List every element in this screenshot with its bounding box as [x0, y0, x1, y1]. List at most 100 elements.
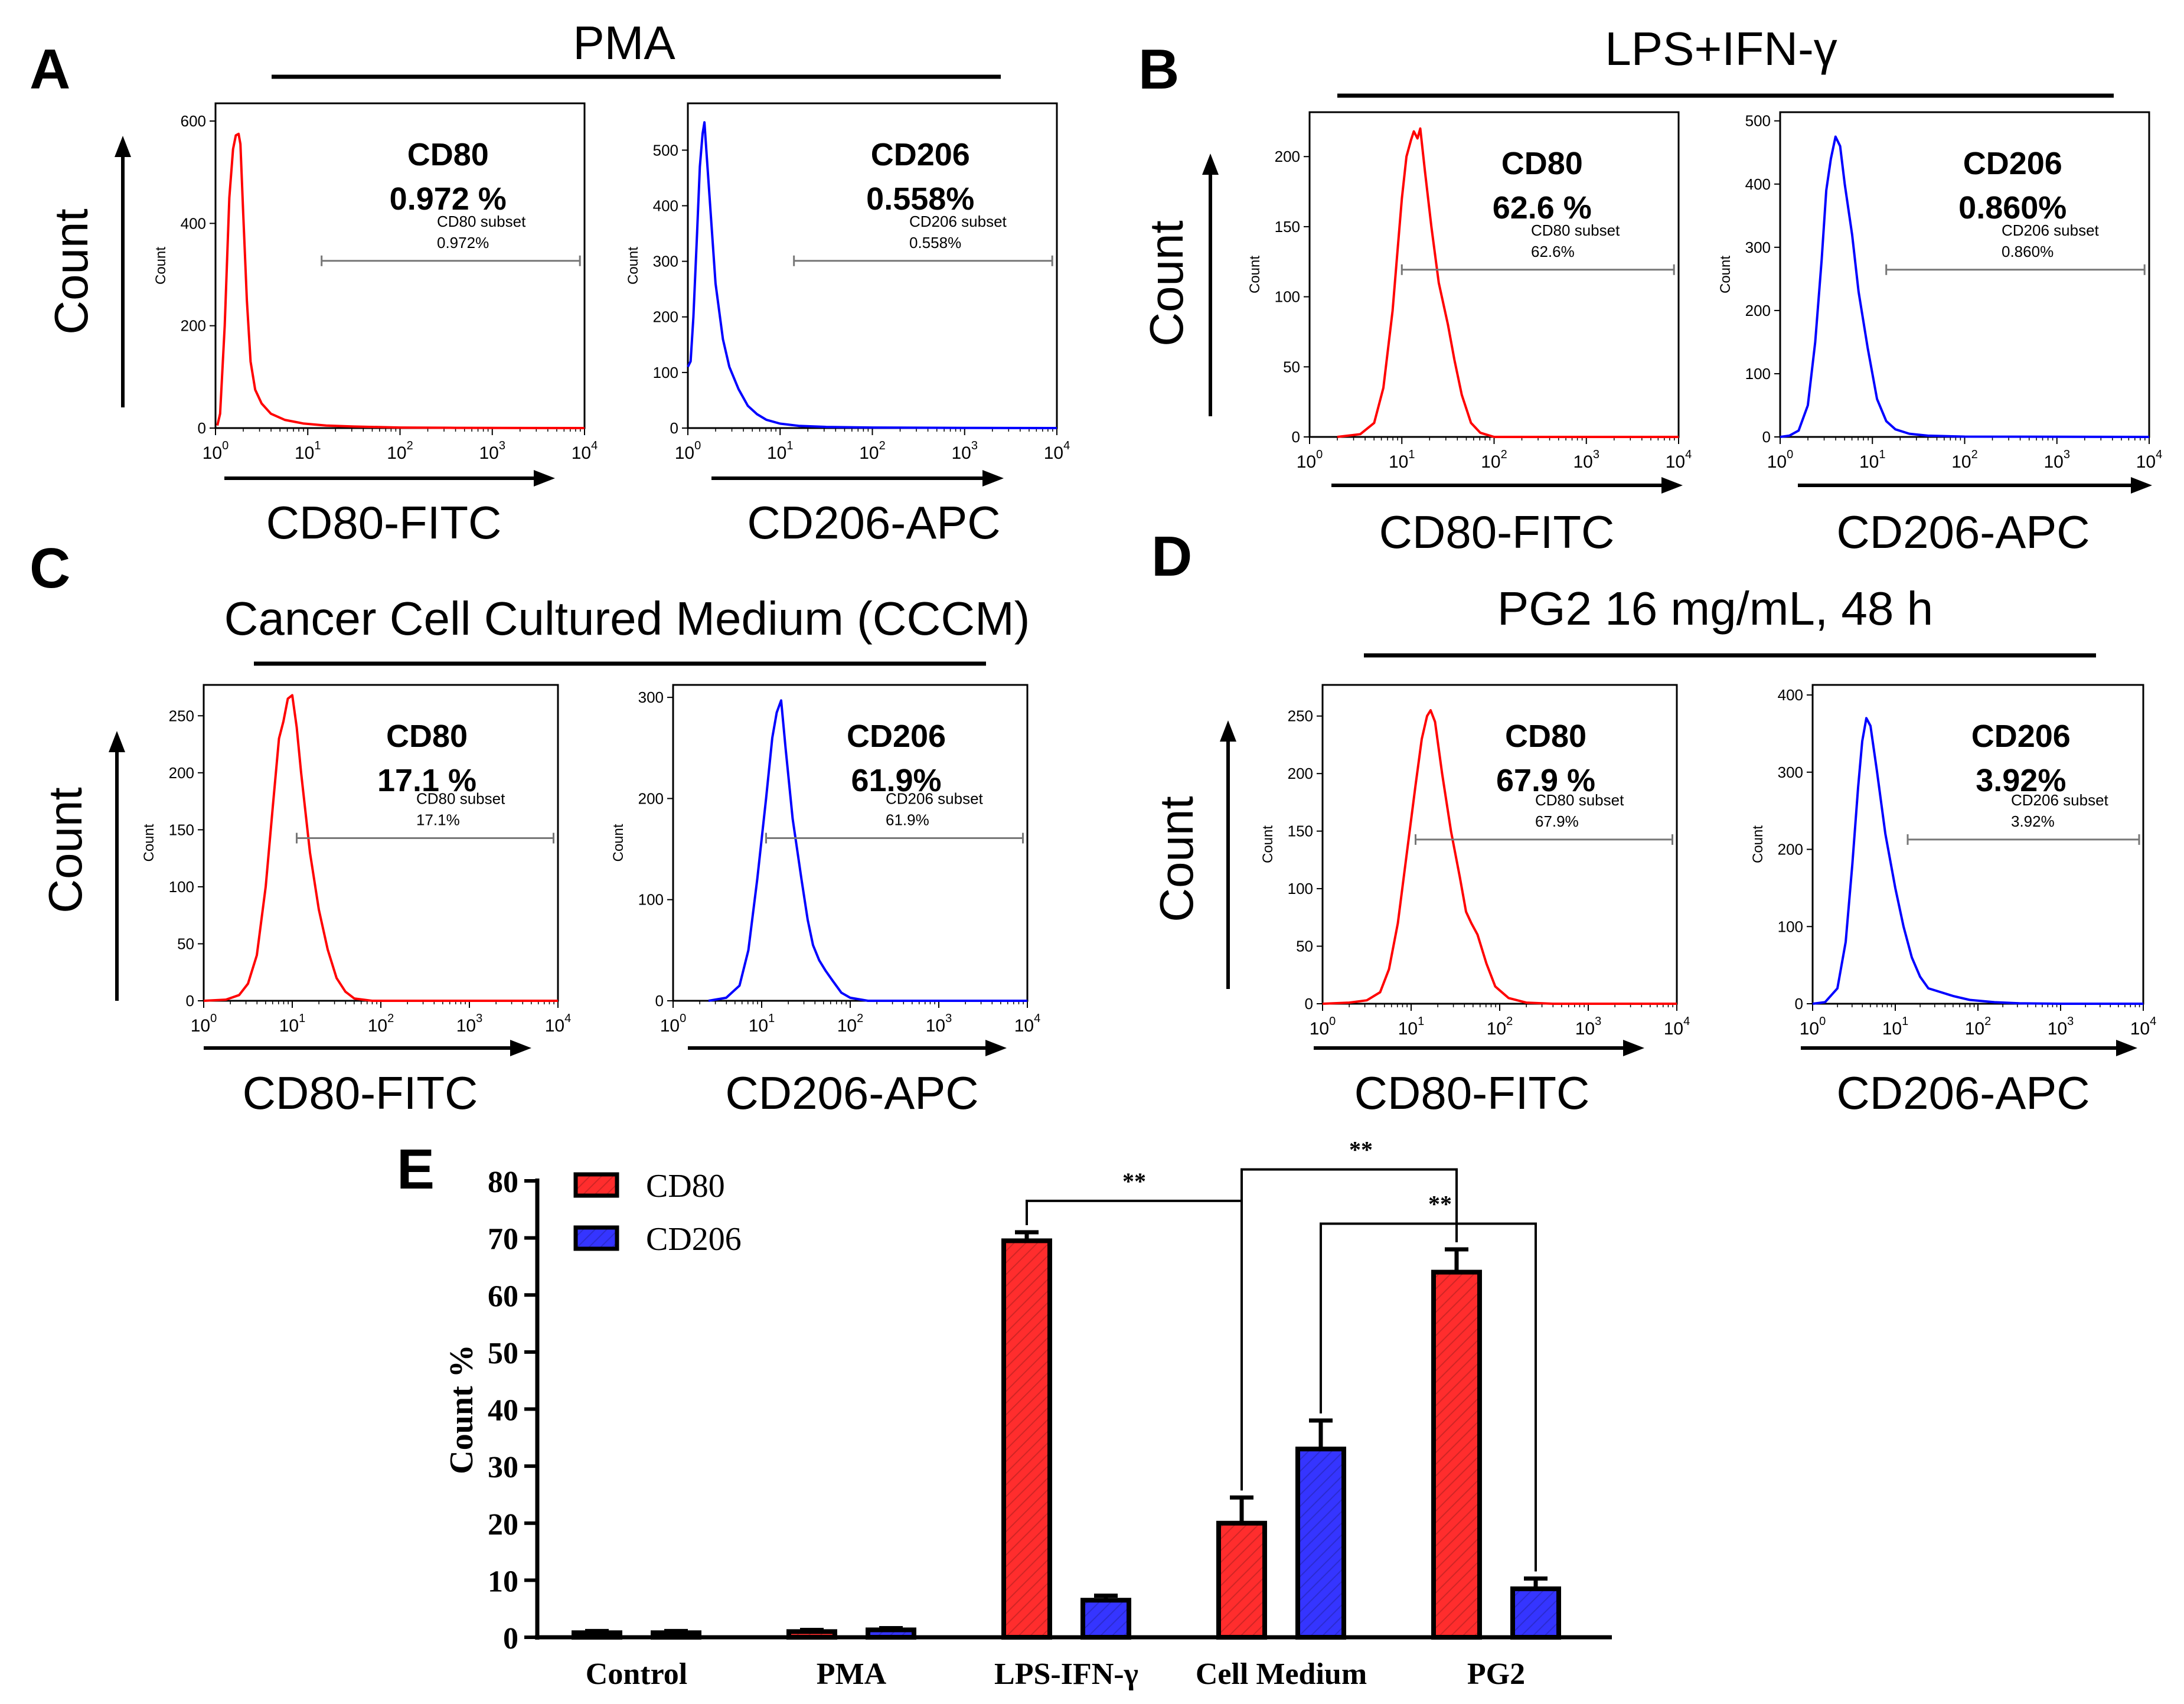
x-tick-label: 102: [837, 1012, 864, 1036]
category-label: Control: [586, 1657, 687, 1691]
plot-frame: [203, 684, 559, 1002]
bar-cd206-cell-medium: [1295, 1447, 1346, 1640]
y-tick-label: 600: [181, 112, 206, 130]
histogram-curve: [1812, 717, 2143, 1005]
y-tick-label: 20: [488, 1508, 518, 1542]
histogram-cd80: 0 50 100 150 200 Count 100 101 102 103 104 CD80 sub…: [1247, 111, 1692, 472]
y-tick-label: 70: [488, 1223, 518, 1256]
histogram-curve: [216, 132, 585, 429]
marker-percent: 62.6 %: [1493, 190, 1592, 226]
fluorescence-axis-arrow-head: [510, 1040, 531, 1056]
fluorescence-axis-arrow-head: [985, 1040, 1007, 1056]
y-tick-label: 200: [638, 789, 664, 807]
x-tick-label: 103: [926, 1012, 952, 1036]
x-tick-label: 101: [1389, 448, 1415, 472]
legend-label-cd80: CD80: [646, 1168, 725, 1204]
x-tick-label: 104: [1664, 1015, 1690, 1039]
x-tick-label: 102: [859, 439, 886, 463]
marker-name: CD206: [847, 719, 946, 754]
marker-name: CD206: [1971, 719, 2071, 754]
count-axis-arrow-head: [109, 731, 125, 752]
plot-frame: [214, 102, 586, 429]
y-tick-label: 200: [653, 308, 678, 326]
y-axis-title: Count: [141, 824, 157, 861]
x-tick-label: 104: [1044, 439, 1070, 463]
y-tick-label: 150: [169, 821, 194, 838]
marker-name: CD80: [1501, 146, 1583, 181]
significance-label: **: [1122, 1168, 1146, 1194]
gate-percent: 0.860%: [2002, 243, 2054, 260]
y-axis-title: Count %: [443, 1344, 480, 1474]
y-tick-label: 100: [638, 891, 664, 909]
panel-b-treatment-title: LPS+IFN-γ: [1605, 22, 1837, 75]
x-tick-label: 101: [295, 439, 321, 463]
histogram-curve: [687, 121, 1057, 429]
x-tick-label: 103: [479, 439, 506, 463]
y-tick-label: 250: [169, 707, 194, 724]
histogram-cd80: 0 50 100 150 200 250 Count 100 101 102 103 104 CD80 …: [141, 684, 572, 1036]
y-tick-label: 0: [1292, 428, 1300, 446]
y-tick-label: 200: [1288, 765, 1313, 782]
count-axis-label: Count: [1150, 796, 1203, 922]
gate-percent: 3.92%: [2011, 812, 2055, 830]
gate-label: CD206 subset: [2002, 221, 2100, 239]
histogram-curve: [1337, 127, 1679, 438]
y-tick-label: 200: [181, 317, 206, 335]
x-tick-label: 102: [1951, 448, 1978, 472]
plot-frame: [687, 102, 1058, 429]
x-tick-label: 104: [545, 1012, 572, 1036]
category-label: LPS-IFN-γ: [994, 1657, 1138, 1691]
panel-d-letter: D: [1151, 525, 1192, 588]
y-tick-label: 80: [488, 1166, 518, 1199]
legend-swatch-cd206: [573, 1225, 619, 1251]
gate-label: CD80 subset: [437, 213, 526, 230]
y-tick-label: 400: [1745, 175, 1771, 193]
x-tick-label: 100: [1310, 1015, 1336, 1039]
bar-chart: 0 10 20 30 40 50 60 70 80 Count % Control PMA LPS-IF…: [443, 1137, 1612, 1691]
fluorescence-axis-arrow-head: [2131, 477, 2152, 494]
y-tick-label: 50: [177, 935, 194, 952]
y-tick-label: 300: [653, 253, 678, 270]
gate-percent: 61.9%: [886, 811, 929, 828]
y-tick-label: 100: [653, 364, 678, 381]
gate-percent: 62.6%: [1531, 243, 1575, 260]
marker-percent: 0.972 %: [390, 181, 507, 217]
bar-cd80-control: [572, 1630, 622, 1640]
histogram-curve: [708, 699, 1027, 1002]
marker-percent: 0.558%: [866, 181, 974, 217]
y-tick-label: 50: [1296, 938, 1313, 955]
histogram-cd206: 0 100 200 300 400 Count 100 101 102 103 104 CD206 s…: [1750, 684, 2156, 1039]
marker-percent: 61.9%: [851, 763, 941, 798]
x-tick-label: 103: [952, 439, 978, 463]
y-tick-label: 300: [638, 688, 664, 706]
y-tick-label: 400: [653, 197, 678, 214]
gate-label: CD206 subset: [886, 789, 984, 807]
y-tick-label: 200: [1745, 302, 1771, 319]
fluorescence-axis-arrow-head: [982, 470, 1004, 487]
x-tick-label: 100: [1767, 448, 1794, 472]
bar-cd80-pma: [786, 1629, 837, 1640]
y-tick-label: 200: [1275, 148, 1300, 165]
fluorescence-axis-label: CD80-FITC: [243, 1067, 478, 1119]
gate-percent: 0.558%: [909, 234, 961, 252]
y-axis-title: Count: [1718, 256, 1734, 293]
y-tick-label: 100: [169, 878, 194, 896]
x-tick-label: 103: [456, 1012, 483, 1036]
panel-c-letter: C: [30, 537, 70, 600]
panel-c-treatment-title: Cancer Cell Cultured Medium (CCCM): [224, 592, 1030, 645]
significance-bracket: [1240, 1168, 1458, 1491]
count-axis-label: Count: [39, 787, 92, 913]
marker-name: CD80: [386, 719, 468, 754]
x-tick-label: 104: [1666, 448, 1692, 472]
x-tick-label: 101: [1398, 1015, 1425, 1039]
x-tick-label: 100: [1800, 1015, 1826, 1039]
x-tick-label: 102: [1965, 1015, 1992, 1039]
histogram-curve: [1780, 135, 2150, 438]
category-label: PMA: [817, 1657, 887, 1691]
y-tick-label: 100: [1288, 880, 1313, 897]
fluorescence-axis-arrow-head: [534, 470, 555, 487]
count-axis-arrow-head: [115, 136, 131, 157]
y-tick-label: 200: [169, 764, 194, 782]
fluorescence-axis-label: CD206-APC: [725, 1067, 978, 1119]
marker-percent: 0.860%: [1958, 190, 2067, 226]
